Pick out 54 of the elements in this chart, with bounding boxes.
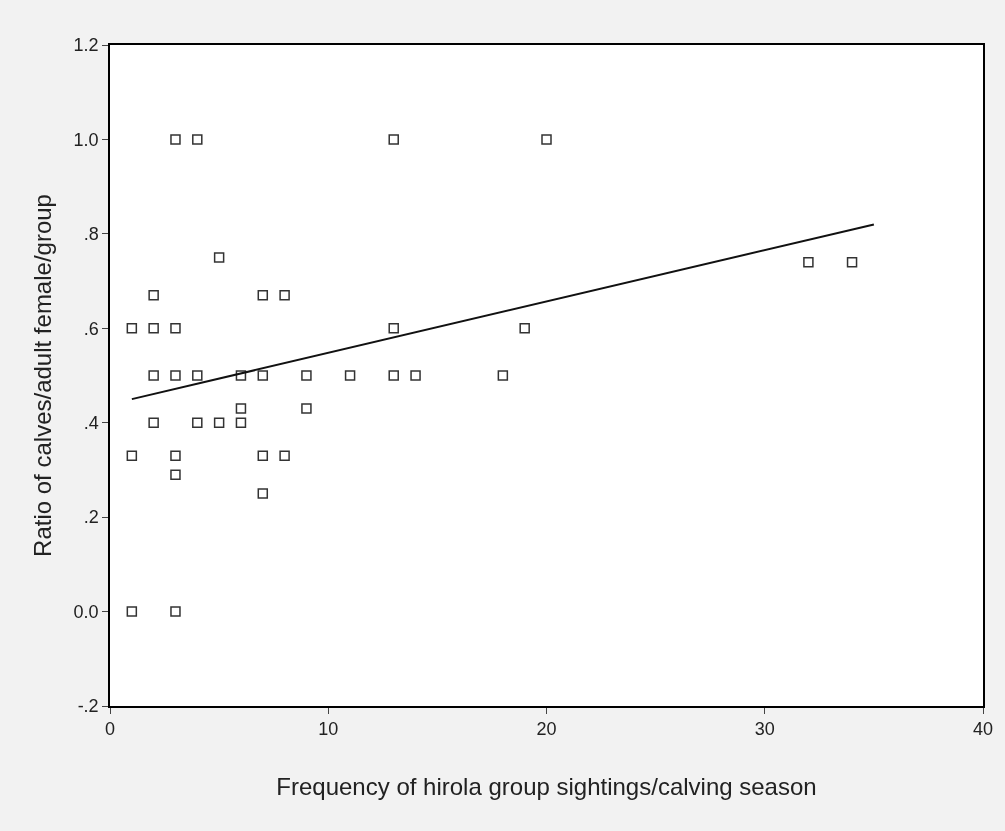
point [497, 370, 509, 381]
point [213, 252, 225, 263]
point [192, 134, 203, 145]
point [388, 134, 399, 145]
x-tick-label: 0 [104, 719, 116, 740]
point [170, 134, 181, 145]
point [410, 370, 421, 381]
x-tick-label: 30 [754, 719, 775, 740]
point [170, 469, 181, 480]
y-tick-label: -.2 [77, 696, 99, 717]
point [519, 323, 530, 334]
x-axis-title: Frequency of hirola group sightings/calving season [276, 773, 817, 801]
x-tick-label: 10 [318, 719, 339, 740]
point [235, 417, 247, 428]
point [170, 323, 181, 334]
point [170, 370, 181, 381]
y-tick-label: 1.2 [73, 35, 99, 56]
point [148, 417, 159, 428]
point [541, 134, 552, 145]
point [279, 289, 290, 301]
point [257, 488, 269, 499]
y-tick-label: .4 [83, 413, 99, 434]
point [388, 323, 399, 334]
point [148, 370, 159, 381]
point [213, 417, 225, 428]
point [126, 606, 138, 617]
x-tick-label: 40 [972, 719, 994, 740]
point [344, 370, 356, 381]
point [257, 450, 269, 462]
point [192, 417, 203, 428]
point [846, 256, 858, 268]
point [301, 370, 312, 381]
point [170, 606, 181, 617]
y-tick-label: 1.0 [73, 129, 99, 150]
y-tick-label: 0.0 [73, 601, 99, 622]
point [301, 403, 312, 414]
x-tick-label: 20 [536, 719, 557, 740]
y-tick-label: .8 [83, 224, 99, 245]
point [170, 450, 181, 462]
point [192, 370, 203, 381]
point [148, 289, 159, 301]
point [235, 403, 247, 414]
point [126, 323, 138, 334]
point [148, 323, 159, 334]
point [257, 370, 269, 381]
point [235, 370, 247, 381]
point [803, 256, 814, 268]
y-tick-label: .2 [83, 507, 99, 528]
point [257, 289, 269, 301]
point [279, 450, 290, 462]
y-axis-title: Ratio of calves/adult female/group [29, 194, 57, 557]
point [388, 370, 399, 381]
y-tick-label: .6 [83, 318, 99, 339]
point [126, 450, 138, 462]
